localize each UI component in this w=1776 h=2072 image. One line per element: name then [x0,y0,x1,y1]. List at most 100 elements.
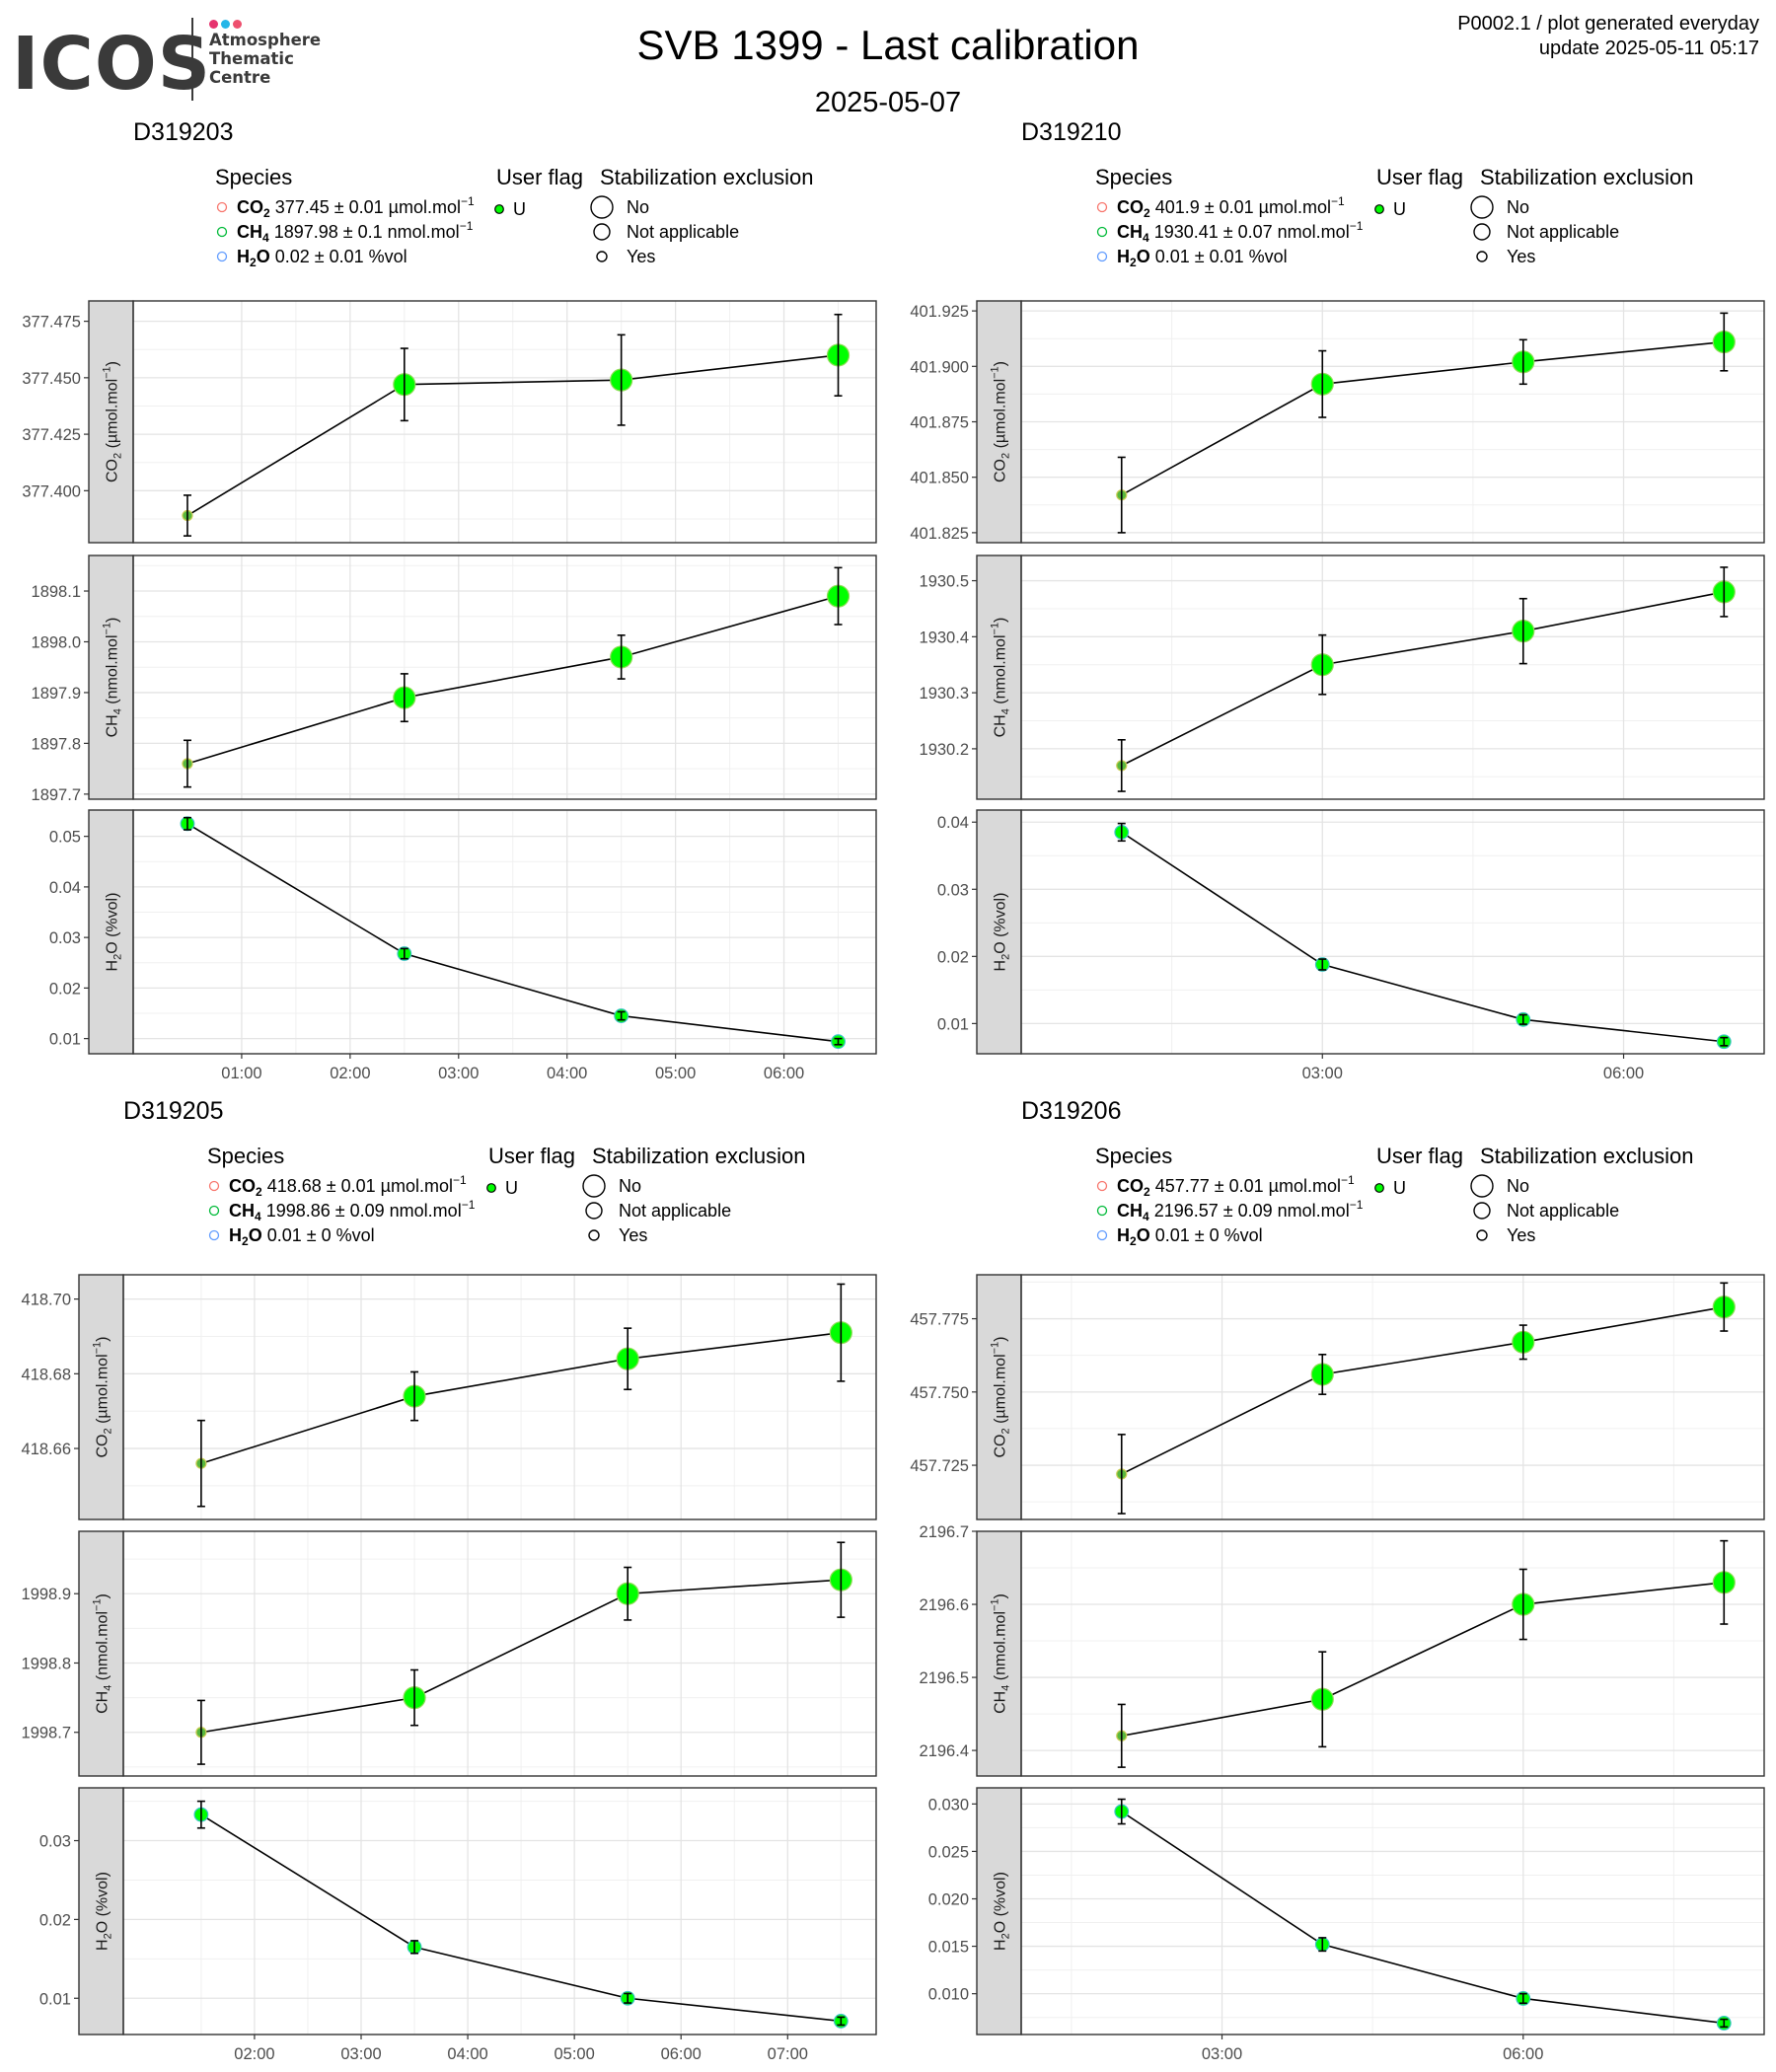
y-tick-label: 0.03 [39,1833,71,1851]
legend-species-label: CO2 457.77 ± 0.01 µmol.mol−1 [1117,1173,1355,1199]
y-tick-label: 0.025 [928,1843,969,1861]
chart-title: D319206 [1021,1097,1121,1125]
logo-subtitle: Atmosphere Thematic Centre [209,31,321,87]
cylinder-chart-d319210: D319210 Species User flag Stabilization exc… [910,118,1765,1082]
y-tick-label: 1898.0 [32,633,81,651]
legend-species-key [1096,226,1108,238]
legend-species-label: CH4 2196.57 ± 0.09 nmol.mol−1 [1117,1198,1364,1223]
facet-strip-label: CO2 (µmol.mol−1) [92,1337,114,1458]
legend-stab-key [585,1202,603,1220]
facet-strip [976,300,1022,544]
legend-species-label: H2O 0.02 ± 0.01 %vol [237,247,407,269]
legend-stab-key [1476,1229,1488,1241]
legend-stab-key [1473,1202,1491,1220]
facet-strip [78,1787,124,2035]
legend-species-label: CO2 377.45 ± 0.01 µmol.mol−1 [237,194,475,220]
y-tick-label: 1930.3 [920,685,969,703]
legend-stab-label: Not applicable [627,222,739,242]
legend-stab-label: Yes [1507,247,1535,266]
facet-strip-label: CH4 (nmol.mol−1) [990,1593,1012,1714]
logo-line: Centre [209,68,271,87]
y-tick-label: 0.03 [49,929,81,947]
legend-stab-title: Stabilization exclusion [1480,1144,1693,1168]
y-tick-label: 377.400 [22,482,81,500]
legend-species-label: CO2 401.9 ± 0.01 µmol.mol−1 [1117,194,1345,220]
y-tick-label: 401.900 [910,358,969,376]
panel-border [122,1787,877,2035]
legend-stab-key [582,1174,606,1198]
legend-stab-key [1473,223,1491,241]
x-tick-label: 03:00 [1202,2045,1242,2063]
y-tick-label: 0.04 [937,814,969,832]
legend-user-flag-label: U [1393,1178,1406,1198]
legend-user-flag-label: U [513,199,526,219]
y-tick-label: 0.02 [937,948,969,966]
logo-dot [209,20,218,29]
y-tick-label: 1930.4 [920,629,969,646]
legend-species-label: H2O 0.01 ± 0.01 %vol [1117,247,1288,269]
y-tick-label: 457.775 [910,1311,969,1329]
legend-species-key [208,1229,220,1241]
legend-user-flag-title: User flag [1376,165,1463,189]
legend-species-key [216,226,228,238]
legend-stab-key [593,223,611,241]
page-title: SVB 1399 - Last calibration [636,22,1140,68]
panel-border [1020,1787,1765,2035]
panel-border [1020,1530,1765,1777]
series-line [186,595,839,765]
x-tick-label: 03:00 [438,1065,479,1082]
y-tick-label: 0.03 [937,881,969,899]
legend-stab-label: Not applicable [1507,1201,1619,1221]
y-tick-label: 0.01 [49,1031,81,1049]
legend-stab-key [1470,1174,1494,1198]
facet-strip [976,1274,1022,1520]
y-tick-label: 0.030 [928,1796,969,1813]
logo-dots [209,16,245,34]
legend-stab-label: No [619,1176,641,1196]
y-tick-label: 1998.7 [22,1725,71,1742]
facet-strip-label: H2O (%vol) [993,1872,1012,1951]
legend-user-flag-title: User flag [1376,1144,1463,1168]
y-tick-label: 401.825 [910,525,969,543]
facet-strip-label: CH4 (nmol.mol−1) [990,618,1012,738]
legend-species-label: H2O 0.01 ± 0 %vol [229,1225,375,1248]
y-tick-label: 0.04 [49,879,81,897]
y-tick-label: 401.925 [910,303,969,321]
legend-user-flag-label: U [505,1178,518,1198]
facet-strip [88,809,134,1055]
facet-strip [976,1787,1022,2035]
facet-strip-label: H2O (%vol) [993,893,1012,972]
series-line [200,1331,842,1464]
legend-stab-label: Yes [1507,1225,1535,1245]
facet-strip-label: CH4 (nmol.mol−1) [92,1593,114,1714]
legend-species-key [208,1205,220,1217]
legend-stab-label: Yes [619,1225,647,1245]
y-tick-label: 1897.8 [32,735,81,753]
series-line [200,1579,842,1734]
y-tick-label: 1930.2 [920,741,969,759]
panel-border [132,555,877,800]
panel-border [122,1530,877,1777]
facet-strip [88,300,134,544]
facet-strip-label: CH4 (nmol.mol−1) [102,618,124,738]
x-tick-label: 04:00 [547,1065,587,1082]
series-line [1121,1811,1725,2025]
y-tick-label: 1897.7 [32,786,81,804]
panel-border [1020,300,1765,544]
legend-stab-label: No [1507,197,1529,217]
series-line [1121,1305,1725,1475]
y-tick-label: 401.850 [910,470,969,487]
legend-user-flag-key [1374,204,1384,214]
panel-border [122,1274,877,1520]
legend-stab-key [596,251,608,262]
y-tick-label: 1930.5 [920,573,969,591]
plot-meta-line: update 2025-05-11 05:17 [1538,37,1759,59]
legend-stab-label: Not applicable [619,1201,731,1221]
legend-species-label: CO2 418.68 ± 0.01 µmol.mol−1 [229,1173,467,1199]
panel-border [1020,555,1765,800]
facet-strip-label: H2O (%vol) [105,893,124,972]
panel-border [132,809,877,1055]
cylinder-chart-d319206: D319206 Species User flag Stabilization exc… [910,1097,1765,2063]
facet-strip-label: CO2 (µmol.mol−1) [102,361,124,482]
series-line [186,823,839,1043]
